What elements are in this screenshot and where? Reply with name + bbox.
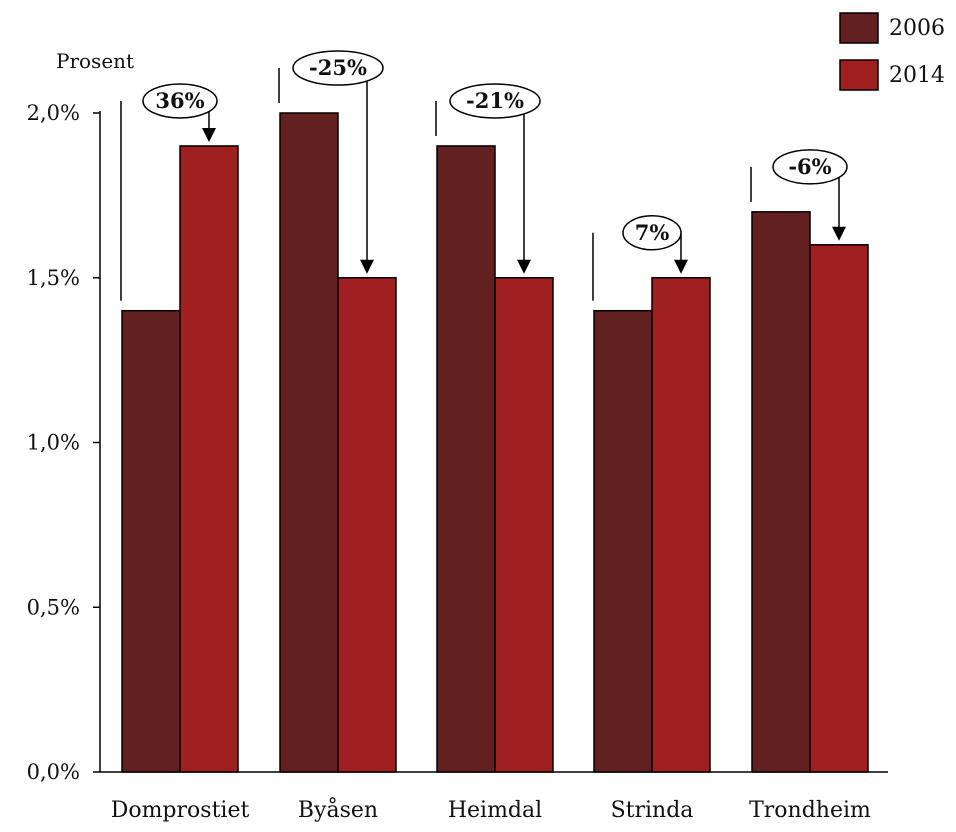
bar-2014-trondheim [809, 244, 869, 773]
y-tick-label: 0,5% [27, 595, 80, 619]
y-tick-label: 2,0% [27, 101, 80, 125]
legend-label-2006: 2006 [889, 16, 945, 41]
bar-2006-domprostiet [121, 309, 181, 773]
bar-2006-byåsen [279, 112, 339, 773]
change-badge [142, 83, 218, 119]
change-annotation: -21% [435, 83, 541, 274]
axis-layer: 0,0% 0,5% 1,0% 1,5% 2,0% Domprostiet Byåsen Hei… [27, 101, 888, 823]
x-tick-label: Domprostiet [111, 798, 250, 823]
change-annotation: -25% [278, 50, 384, 274]
legend-label-2014: 2014 [889, 63, 945, 88]
legend-swatch-2006 [839, 12, 879, 44]
change-badge [449, 83, 541, 119]
change-label: -25% [309, 55, 367, 80]
change-label: 36% [155, 88, 204, 113]
y-tick-label: 0,0% [27, 760, 80, 784]
bar-2014-heimdal [494, 277, 554, 773]
change-annotation: 7% [592, 215, 688, 301]
bar-2006-trondheim [751, 211, 811, 773]
x-tick-label: Trondheim [749, 798, 871, 823]
bar-2006-heimdal [436, 145, 496, 773]
change-label: 7% [635, 220, 670, 245]
bar-2006-strinda [593, 309, 653, 773]
legend-swatch-2014 [839, 59, 879, 91]
change-annotation: 36% [120, 83, 218, 301]
legend: 2006 2014 [839, 12, 945, 91]
bar-2014-strinda [651, 277, 711, 773]
x-tick-label: Byåsen [298, 796, 378, 823]
bars-layer [121, 112, 869, 773]
change-label: -21% [466, 88, 524, 113]
change-label: -6% [788, 154, 831, 179]
bar-2014-domprostiet [179, 145, 239, 773]
annotation-layer: 36% -25% -21% 7% -6% [120, 50, 848, 301]
change-badge [772, 149, 848, 185]
bar-2014-byåsen [337, 277, 397, 773]
y-axis-title: Prosent [56, 49, 134, 73]
y-tick-label: 1,0% [27, 431, 80, 455]
x-tick-label: Strinda [611, 798, 694, 823]
change-badge [292, 50, 384, 86]
x-tick-label: Heimdal [448, 798, 542, 823]
change-badge [622, 215, 682, 251]
y-tick-label: 1,5% [27, 266, 80, 290]
change-annotation: -6% [750, 149, 848, 241]
